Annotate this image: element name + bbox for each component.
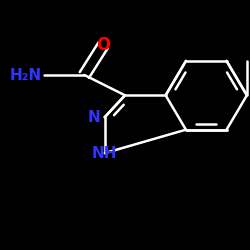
- Text: N: N: [88, 110, 101, 125]
- Text: H₂N: H₂N: [10, 68, 42, 82]
- Text: O: O: [96, 36, 110, 54]
- Text: NH: NH: [92, 146, 118, 161]
